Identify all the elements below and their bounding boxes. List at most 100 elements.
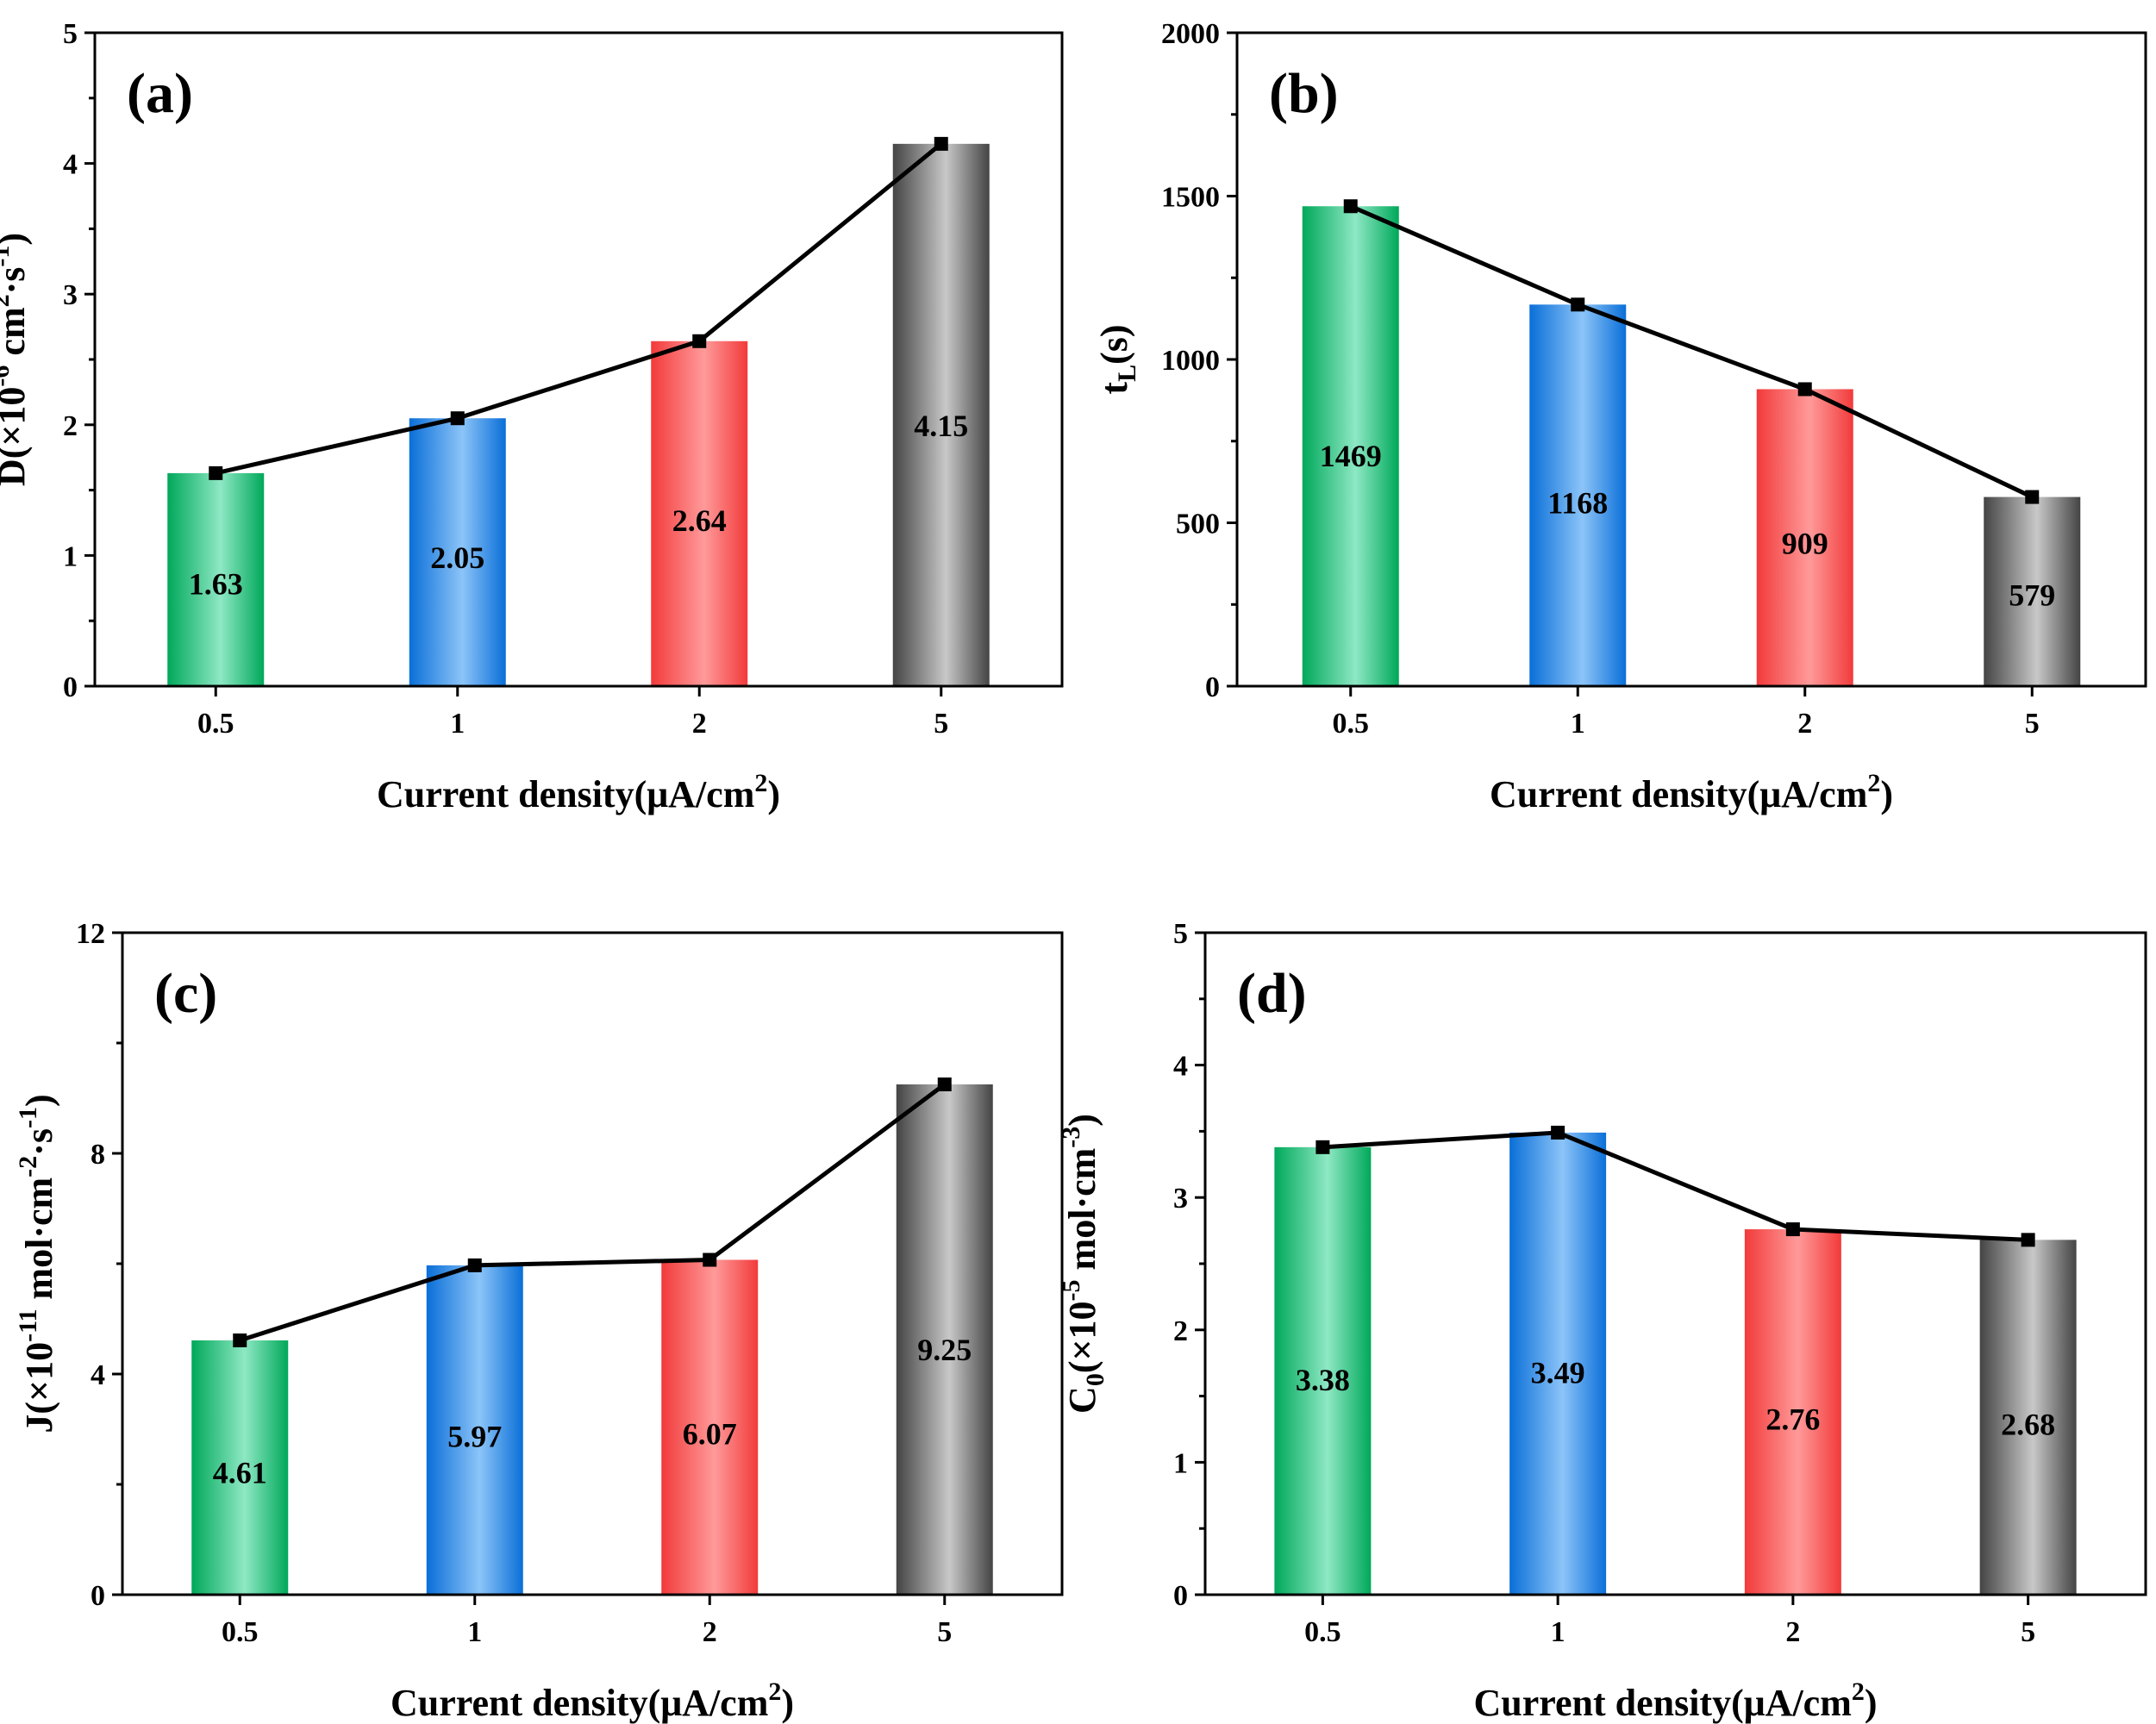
bar-d-3 <box>1979 1240 2077 1595</box>
x-tick-label-d-2: 2 <box>1785 1616 1800 1648</box>
trend-line-b <box>1349 203 2034 499</box>
line-marker-c-2 <box>703 1252 717 1267</box>
y-tick-label-c-1: 4 <box>91 1359 105 1391</box>
data-label-c-1: 5.97 <box>447 1420 502 1454</box>
trend-line-a <box>215 141 943 476</box>
y-tick-label-a-0: 0 <box>63 671 78 703</box>
bar-b-2 <box>1756 389 1853 686</box>
x-tick-label-a-2: 2 <box>692 708 707 740</box>
trend-line-d <box>1322 1130 2028 1242</box>
y-tick-label-a-4: 4 <box>63 149 78 181</box>
y-tick-label-c-2: 8 <box>91 1139 105 1171</box>
bar-a-2 <box>651 340 748 686</box>
data-label-d-0: 3.38 <box>1296 1363 1350 1397</box>
x-axis-title-d: Current density(μA/cm2) <box>1473 1677 1877 1724</box>
y-tick-label-d-0: 0 <box>1173 1580 1188 1612</box>
data-label-b-1: 1168 <box>1547 486 1608 521</box>
data-label-a-0: 1.63 <box>189 566 243 601</box>
line-marker-a-1 <box>450 411 465 426</box>
y-tick-label-d-5: 5 <box>1173 918 1188 950</box>
x-tick-label-b-0: 0.5 <box>1333 708 1370 740</box>
y-tick-label-b-1: 500 <box>1176 509 1220 540</box>
bar-b-0 <box>1302 206 1399 686</box>
line-marker-d-0 <box>1315 1140 1330 1154</box>
line-marker-d-2 <box>1785 1222 1800 1237</box>
line-marker-a-0 <box>209 465 223 480</box>
y-tick-label-d-3: 3 <box>1173 1183 1188 1215</box>
bar-a-0 <box>167 472 265 686</box>
x-tick-label-d-0: 0.5 <box>1304 1616 1341 1648</box>
line-marker-d-3 <box>2021 1233 2035 1247</box>
x-tick-label-c-1: 1 <box>467 1616 482 1648</box>
y-tick-label-c-0: 0 <box>91 1580 105 1612</box>
line-marker-c-0 <box>233 1333 247 1347</box>
y-tick-label-a-1: 1 <box>63 540 78 572</box>
data-label-c-2: 6.07 <box>683 1417 737 1452</box>
y-axis-title-d: C0(×10-5 mol·cm-3) <box>1057 1114 1109 1414</box>
x-tick-label-b-3: 5 <box>2025 708 2040 740</box>
x-tick-label-b-2: 2 <box>1797 708 1812 740</box>
chart-panel-a: 1.63 2.05 2.64 4.15 0 1 2 3 4 5 0.5 1 2 5 (a) Current d… <box>0 18 1064 815</box>
x-tick-label-c-0: 0.5 <box>222 1616 259 1648</box>
y-tick-label-a-3: 3 <box>63 279 78 311</box>
line-marker-b-1 <box>1571 297 1585 312</box>
line-marker-c-3 <box>937 1078 952 1091</box>
y-tick-label-b-3: 1500 <box>1161 182 1220 214</box>
y-tick-label-d-1: 1 <box>1173 1447 1188 1479</box>
chart-panel-b: 1469 1168 909 579 0 500 1000 1500 2000 0.5 1 2 5 (b) C… <box>1093 18 2147 815</box>
data-label-b-0: 1469 <box>1320 439 1382 473</box>
bar-c-3 <box>896 1084 993 1595</box>
panel-label-c: (c) <box>154 962 217 1025</box>
bar-d-1 <box>1509 1132 1607 1595</box>
data-label-b-2: 909 <box>1782 527 1828 561</box>
y-tick-label-a-5: 5 <box>63 18 78 50</box>
bar-b-3 <box>1984 497 2081 686</box>
data-label-c-3: 9.25 <box>917 1333 972 1367</box>
x-axis-title-b: Current density(μA/cm2) <box>1490 769 1893 815</box>
x-tick-label-a-0: 0.5 <box>197 708 234 740</box>
bar-a-3 <box>892 143 990 687</box>
x-axis-title-a: Current density(μA/cm2) <box>377 769 780 815</box>
panel-label-b: (b) <box>1269 62 1339 125</box>
panel-label-d: (d) <box>1237 962 1307 1025</box>
x-tick-label-c-3: 5 <box>937 1616 952 1648</box>
y-tick-label-c-3: 12 <box>76 918 105 950</box>
data-label-a-1: 2.05 <box>430 540 484 575</box>
chart-panel-d: 3.38 3.49 2.76 2.68 0 1 2 3 4 5 0.5 1 2 5 (d) Current d… <box>1057 918 2147 1724</box>
y-axis-title-b: tL(s) <box>1093 324 1141 394</box>
data-label-a-2: 2.64 <box>672 503 727 538</box>
line-marker-c-1 <box>467 1258 482 1272</box>
x-tick-label-b-1: 1 <box>1571 708 1585 740</box>
line-marker-a-2 <box>692 334 707 348</box>
x-tick-label-d-1: 1 <box>1551 1616 1565 1648</box>
data-label-d-2: 2.76 <box>1765 1402 1820 1437</box>
bar-a-1 <box>409 418 506 686</box>
line-marker-d-1 <box>1551 1125 1565 1140</box>
line-marker-b-3 <box>2025 490 2040 504</box>
bar-d-2 <box>1744 1229 1841 1595</box>
y-tick-label-b-0: 0 <box>1205 671 1220 703</box>
bar-c-1 <box>426 1265 523 1595</box>
data-label-d-1: 3.49 <box>1531 1356 1585 1390</box>
y-tick-label-b-4: 2000 <box>1161 18 1220 50</box>
x-tick-label-a-3: 5 <box>934 708 948 740</box>
bar-b-1 <box>1529 304 1627 686</box>
data-label-c-0: 4.61 <box>213 1455 267 1490</box>
bar-d-0 <box>1274 1146 1372 1595</box>
data-label-b-3: 579 <box>2009 578 2055 613</box>
bar-c-0 <box>191 1340 289 1595</box>
bar-c-2 <box>661 1259 759 1595</box>
y-tick-label-d-2: 2 <box>1173 1315 1188 1347</box>
panel-label-a: (a) <box>127 62 193 125</box>
x-tick-label-d-3: 5 <box>2021 1616 2035 1648</box>
y-tick-label-d-4: 4 <box>1173 1051 1188 1083</box>
y-tick-label-b-2: 1000 <box>1161 345 1220 377</box>
data-label-a-3: 4.15 <box>914 409 968 443</box>
line-marker-b-2 <box>1797 382 1812 397</box>
x-axis-title-c: Current density(μA/cm2) <box>391 1677 794 1724</box>
x-tick-label-c-2: 2 <box>703 1616 717 1648</box>
y-axis-title-a: D(×10-6 cm2·s-1) <box>0 233 33 486</box>
y-tick-label-a-2: 2 <box>63 410 78 442</box>
line-marker-b-0 <box>1343 199 1358 214</box>
